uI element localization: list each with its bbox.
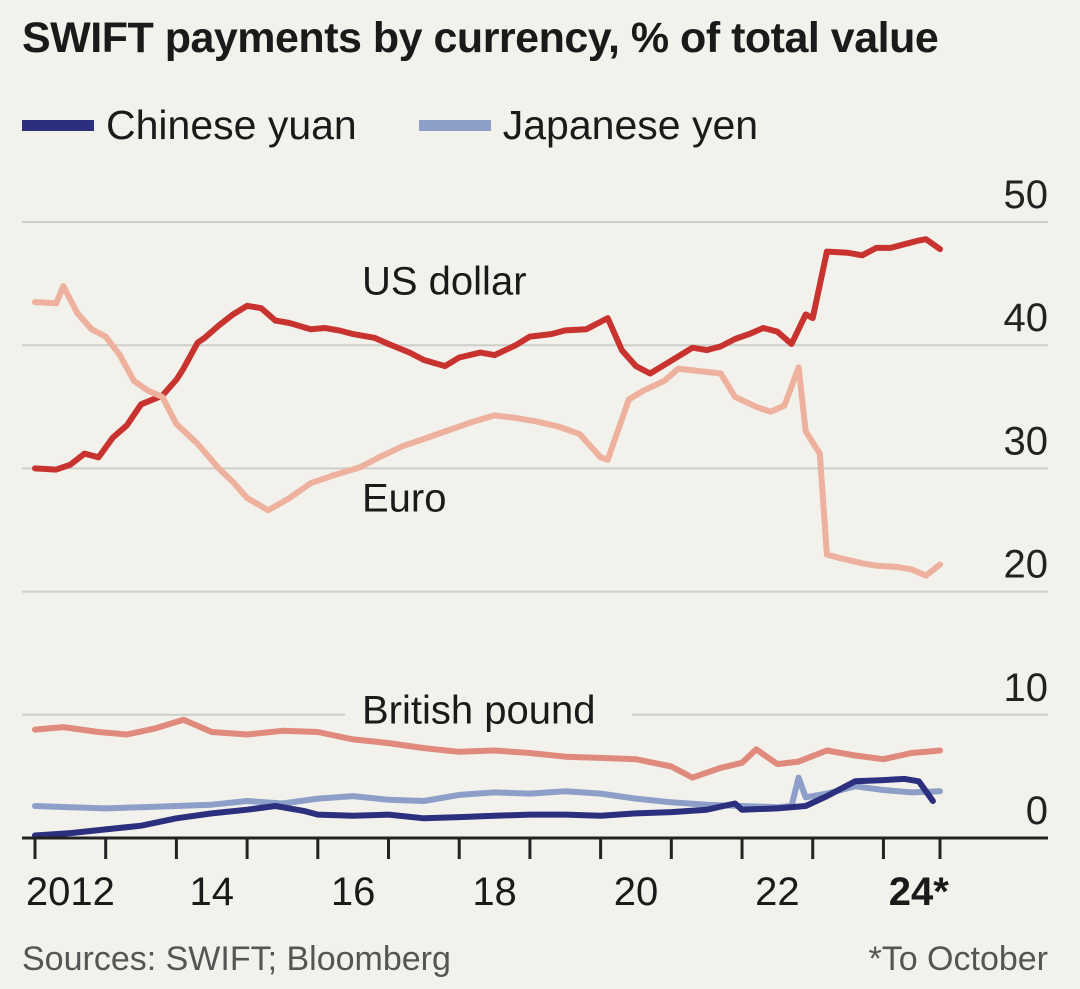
- legend-swatch-chinese-yuan: [22, 119, 94, 131]
- y-tick-label-20: 20: [1004, 543, 1049, 587]
- sources-note: Sources: SWIFT; Bloomberg: [22, 940, 451, 978]
- y-tick-label-50: 50: [1004, 173, 1049, 217]
- series-label-british-pound: British pound: [362, 688, 595, 732]
- y-tick-label-0: 0: [1026, 789, 1048, 833]
- series-label-us-dollar: US dollar: [362, 260, 527, 304]
- series-line-chinese-yuan: [32, 775, 936, 839]
- x-tick-label-2024: 24*: [889, 870, 949, 914]
- x-tick-label-2018: 18: [472, 870, 517, 914]
- legend-label-japanese-yen: Japanese yen: [502, 101, 759, 148]
- legend-item-chinese-yuan: Chinese yuan: [22, 102, 357, 149]
- x-tick-label-2020: 20: [614, 870, 659, 914]
- legend-swatch-japanese-yen: [418, 119, 491, 131]
- legend: Chinese yuan Japanese yen: [22, 100, 820, 150]
- y-tick-label-10: 10: [1004, 666, 1049, 710]
- series-label-euro: Euro: [362, 477, 447, 521]
- footnote: *To October: [868, 940, 1048, 978]
- series-line-us-dollar: [32, 236, 943, 473]
- y-tick-label-40: 40: [1004, 296, 1049, 340]
- chart-title: SWIFT payments by currency, % of total v…: [22, 14, 939, 62]
- legend-item-japanese-yen: Japanese yen: [418, 101, 759, 149]
- y-tick-label-30: 30: [1004, 419, 1049, 463]
- series-line-japanese-yen: [32, 774, 943, 812]
- series-line-euro: [32, 283, 943, 579]
- x-tick-label-2016: 16: [331, 870, 376, 914]
- x-tick-label-2022: 22: [755, 870, 800, 914]
- x-tick-label-2014: 14: [190, 870, 235, 914]
- x-tick-label-2012: 2012: [26, 870, 115, 914]
- series-line-british-pound: [32, 716, 943, 781]
- legend-label-chinese-yuan: Chinese yuan: [106, 101, 357, 148]
